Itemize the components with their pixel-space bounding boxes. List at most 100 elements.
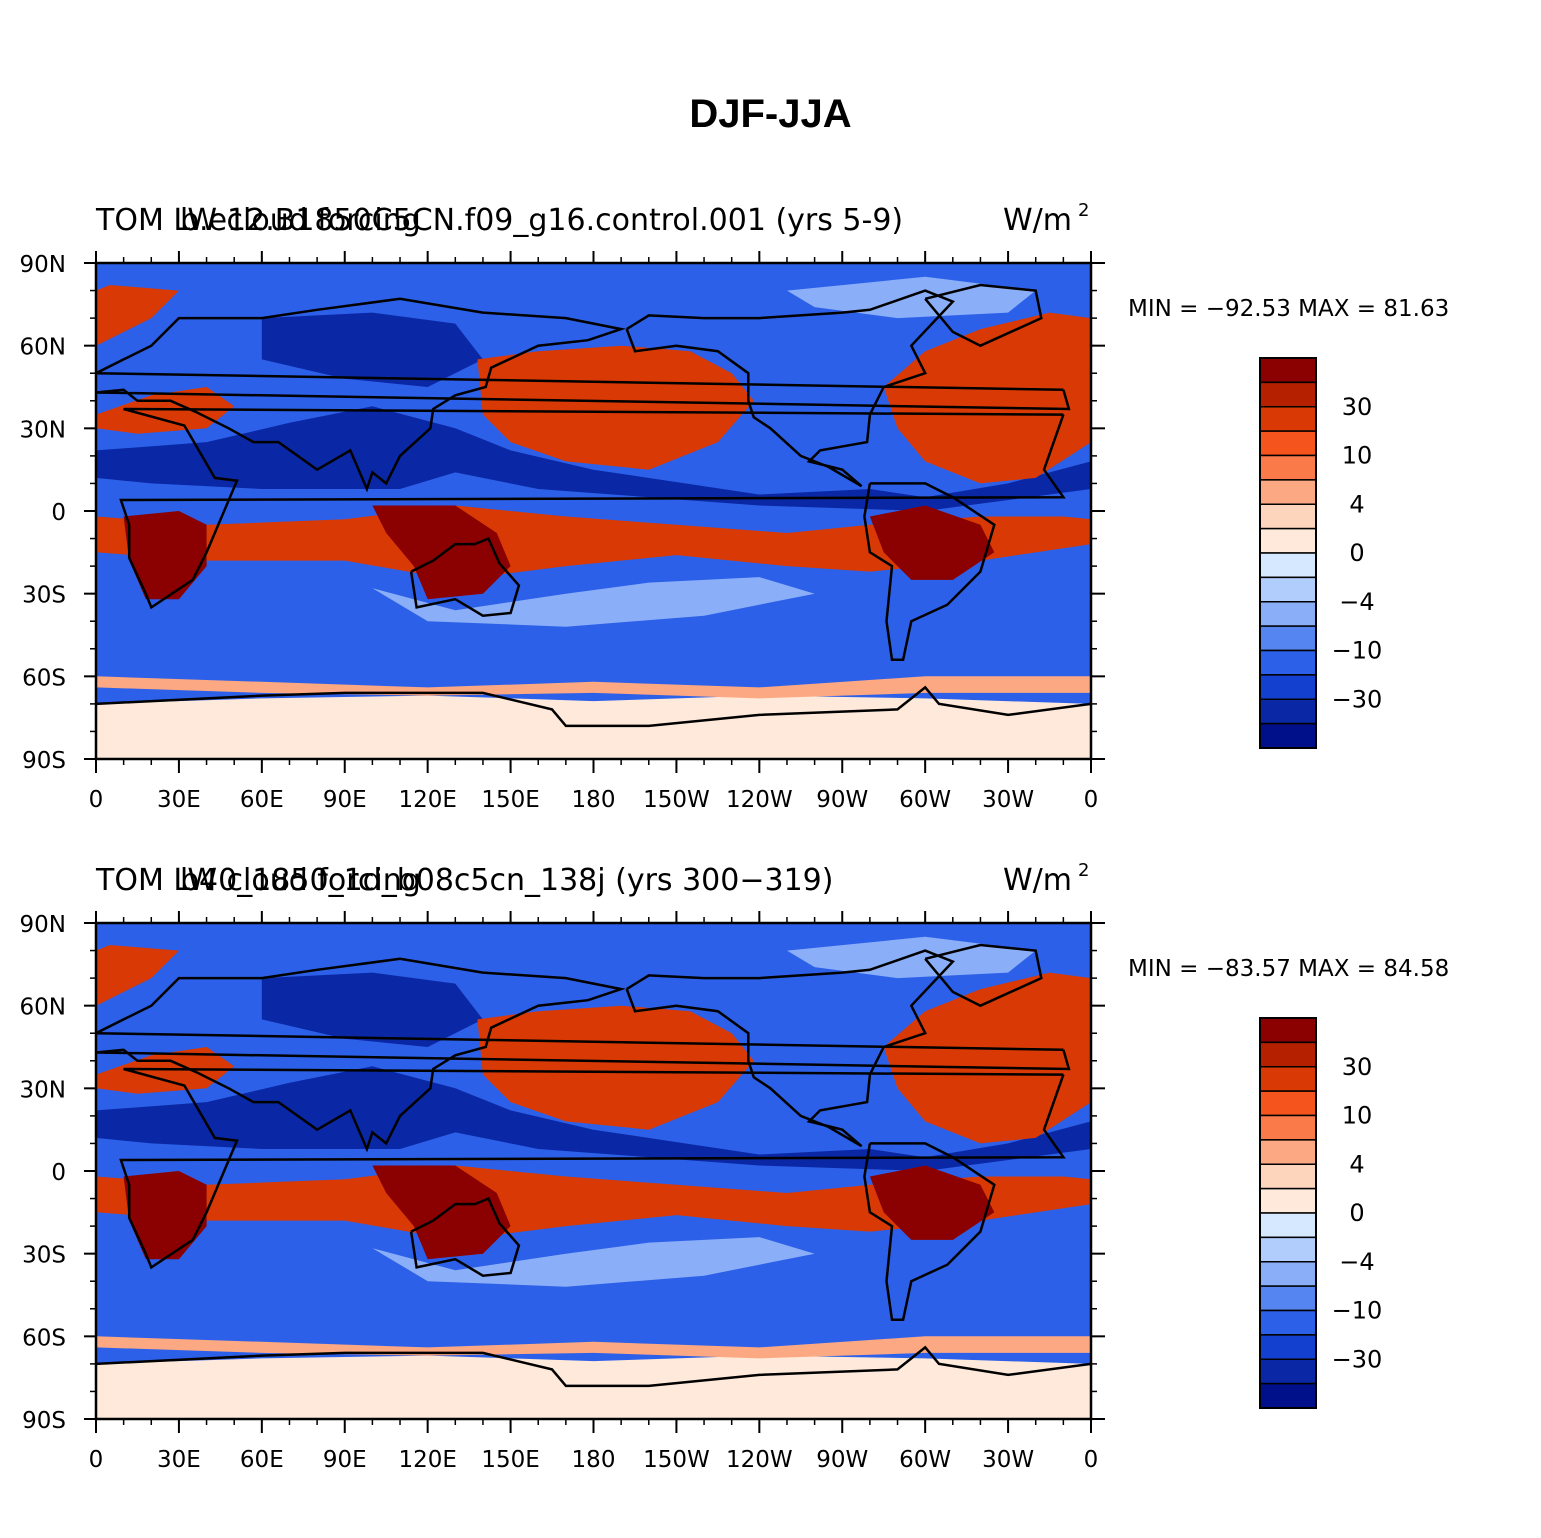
colorbar-swatch	[1259, 381, 1317, 408]
field-region-10	[372, 505, 511, 600]
lat-tick-label: 60N	[20, 995, 66, 1021]
colorbar-swatch	[1259, 625, 1317, 652]
lat-tick-label: 30S	[22, 1243, 66, 1269]
coastline-4	[863, 1142, 996, 1322]
field-region-1	[261, 312, 483, 387]
lon-tick-label: 90W	[816, 787, 868, 813]
lon-tick-label: 90W	[816, 1447, 868, 1473]
colorbar-swatch	[1259, 1041, 1317, 1068]
colorbar-swatch	[1259, 1114, 1317, 1141]
coastline-6	[96, 1345, 1091, 1388]
colorbar-swatch	[1259, 527, 1317, 554]
coastline-2	[409, 1196, 521, 1277]
coastline-6	[96, 685, 1091, 728]
colorbar-label: −10	[1332, 1297, 1383, 1325]
coastline-1	[96, 297, 1071, 493]
colorbar-swatch	[1259, 1285, 1317, 1312]
field-region-11	[869, 1165, 995, 1240]
colorbar-label: 0	[1349, 539, 1364, 567]
lat-tick-label: 60S	[22, 665, 66, 691]
coastline-0	[119, 1067, 1066, 1270]
colorbar-swatch	[1259, 1212, 1317, 1239]
colorbar-label: −4	[1339, 588, 1374, 616]
field-region-0	[96, 406, 1091, 511]
colorbar-label: 4	[1349, 490, 1364, 518]
lon-tick-label: 60W	[899, 787, 951, 813]
map-panel-top-svg: TOM LW cloud forcingb.e12.B1850C5CN.f09_…	[20, 200, 1450, 813]
colorbar-swatch	[1259, 1236, 1317, 1263]
coastline-0	[119, 407, 1066, 610]
field-region-6	[477, 345, 754, 470]
field-region-9	[123, 511, 207, 600]
field-region-8	[96, 505, 1091, 580]
colorbar-swatch	[1259, 1309, 1317, 1336]
lat-tick-label: 60S	[22, 1325, 66, 1351]
field-region-9	[123, 1171, 207, 1260]
colorbar-swatch	[1259, 601, 1317, 627]
lat-tick-label: 0	[51, 1160, 66, 1186]
colorbar-swatch	[1259, 1358, 1317, 1385]
coastline-3	[625, 289, 955, 488]
map-panel-bottom: TOM LW cloud forcing b40_1850_1d_b08c5cn_…	[0, 840, 1541, 1500]
coastline-5	[924, 943, 1043, 1008]
lon-tick-label: 90E	[323, 787, 367, 813]
lon-tick-label: 60E	[240, 787, 284, 813]
colorbar-swatch	[1259, 1066, 1317, 1092]
colorbar-swatch	[1259, 552, 1317, 579]
lat-tick-label: 90S	[22, 1408, 66, 1434]
lat-tick-label: 30N	[20, 417, 66, 443]
field-region-13	[96, 945, 179, 1006]
colorbar-label: 4	[1349, 1150, 1364, 1178]
colorbar-swatch	[1259, 430, 1317, 457]
lon-tick-label: 180	[572, 1447, 616, 1473]
lat-tick-label: 90N	[20, 912, 66, 938]
panel-min-max: MIN = −92.53 MAX = 81.63	[1128, 296, 1449, 322]
field-region-0	[96, 1066, 1091, 1171]
colorbar-label: 10	[1342, 442, 1373, 470]
lat-tick-label: 30S	[22, 583, 66, 609]
colorbar-label: −30	[1332, 1345, 1383, 1373]
bottom-field	[96, 923, 1091, 1419]
field-region-11	[869, 505, 995, 580]
lon-tick-label: 150E	[481, 1447, 539, 1473]
colorbar-frame	[1259, 357, 1317, 749]
lon-tick-label: 150W	[643, 1447, 710, 1473]
lon-tick-label: 120E	[398, 1447, 456, 1473]
colorbar-swatch	[1259, 1382, 1317, 1409]
lon-tick-label: 30E	[157, 787, 201, 813]
coastline-2	[409, 536, 521, 617]
panel-units-label: W/m	[1003, 203, 1072, 238]
lat-tick-label: 90N	[20, 252, 66, 278]
colorbar-swatch	[1259, 406, 1317, 432]
panel-units-exponent: 2	[1078, 200, 1089, 221]
field-region-7	[883, 312, 1091, 484]
field-region-13	[96, 285, 179, 346]
lat-tick-label: 90S	[22, 748, 66, 774]
lon-tick-label: 120W	[726, 1447, 793, 1473]
colorbar-swatch	[1259, 576, 1317, 603]
lon-tick-label: 180	[572, 787, 616, 813]
panel-case-label: b40_1850_1d_b08c5cn_138j (yrs 300−319)	[180, 863, 833, 898]
coastline-4	[863, 482, 996, 662]
colorbar-frame	[1259, 1017, 1317, 1409]
colorbar-label: −30	[1332, 685, 1383, 713]
lon-tick-label: 0	[89, 787, 104, 813]
field-region-7	[883, 972, 1091, 1144]
colorbar-swatch	[1259, 1090, 1317, 1117]
lon-tick-label: 0	[1084, 1447, 1099, 1473]
colorbar-label: 0	[1349, 1199, 1364, 1227]
colorbar-swatch	[1259, 503, 1317, 530]
colorbar-swatch	[1259, 1017, 1317, 1044]
field-region-6	[477, 1005, 754, 1130]
lon-tick-label: 90E	[323, 1447, 367, 1473]
panel-units-exponent: 2	[1078, 860, 1089, 881]
lon-tick-label: 120E	[398, 787, 456, 813]
panel-case-label: b.e12.B1850C5CN.f09_g16.control.001 (yrs…	[180, 203, 903, 238]
lat-tick-label: 60N	[20, 335, 66, 361]
lon-tick-label: 120W	[726, 787, 793, 813]
colorbar-swatch	[1259, 1163, 1317, 1190]
colorbar-swatch	[1259, 357, 1317, 384]
colorbar-swatch	[1259, 674, 1317, 700]
coastline-1	[96, 957, 1071, 1153]
panel-units-label: W/m	[1003, 863, 1072, 898]
